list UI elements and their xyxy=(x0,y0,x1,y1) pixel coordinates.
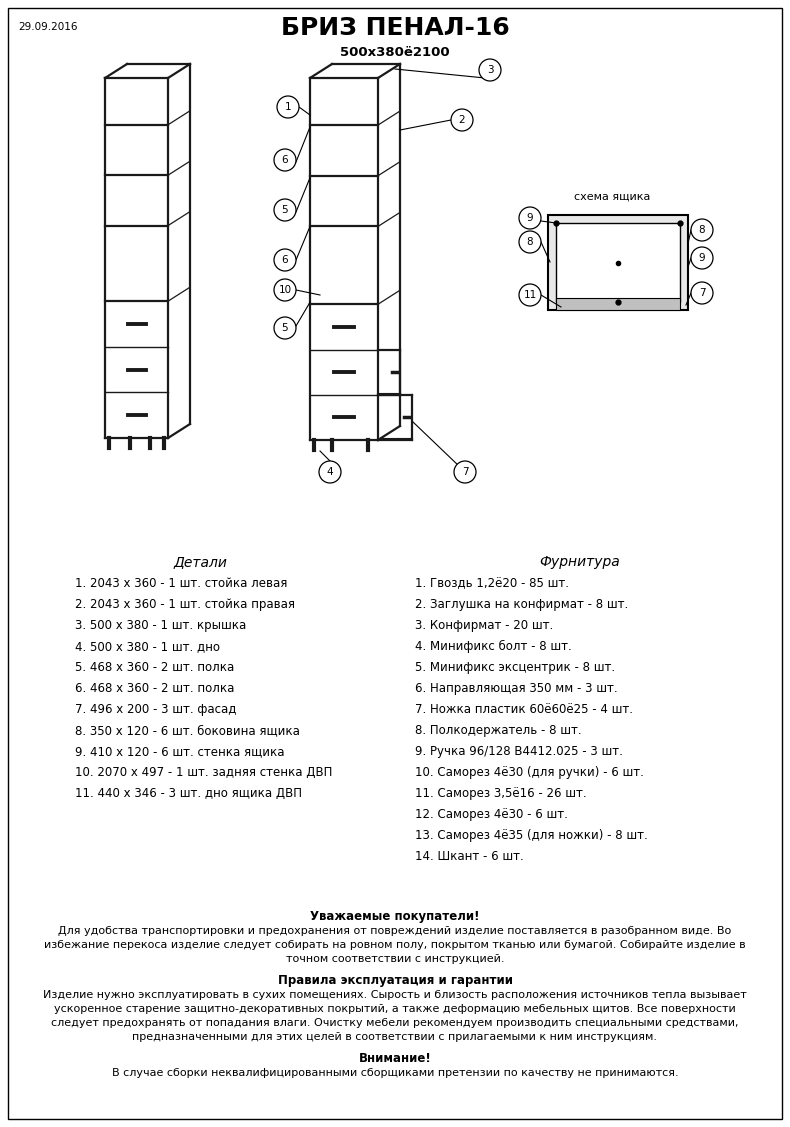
Text: 10. Саморез 4ё30 (для ручки) - 6 шт.: 10. Саморез 4ё30 (для ручки) - 6 шт. xyxy=(415,766,644,779)
Text: Изделие нужно эксплуатировать в сухих помещениях. Сырость и близость расположени: Изделие нужно эксплуатировать в сухих по… xyxy=(43,990,747,1000)
Text: 1: 1 xyxy=(284,103,292,112)
Circle shape xyxy=(691,282,713,304)
Circle shape xyxy=(451,109,473,131)
Text: точном соответствии с инструкцией.: точном соответствии с инструкцией. xyxy=(286,953,504,964)
Text: 7: 7 xyxy=(461,467,468,477)
Text: Правила эксплуатация и гарантии: Правила эксплуатация и гарантии xyxy=(277,974,513,987)
Text: 4: 4 xyxy=(327,467,333,477)
Text: 5: 5 xyxy=(282,323,288,332)
Text: 6: 6 xyxy=(282,156,288,165)
Text: схема ящика: схема ящика xyxy=(574,192,650,202)
Text: Фурнитура: Фурнитура xyxy=(540,554,620,569)
Bar xyxy=(548,215,688,310)
Text: 11. Саморез 3,5ё16 - 26 шт.: 11. Саморез 3,5ё16 - 26 шт. xyxy=(415,787,587,800)
Text: 7. Ножка пластик 60ё60ё25 - 4 шт.: 7. Ножка пластик 60ё60ё25 - 4 шт. xyxy=(415,703,633,716)
Text: 29.09.2016: 29.09.2016 xyxy=(18,23,77,32)
Text: 9: 9 xyxy=(698,252,705,263)
Text: 5. 468 х 360 - 2 шт. полка: 5. 468 х 360 - 2 шт. полка xyxy=(75,662,235,674)
Circle shape xyxy=(277,96,299,118)
Text: 14. Шкант - 6 шт.: 14. Шкант - 6 шт. xyxy=(415,850,524,863)
Text: Детали: Детали xyxy=(173,554,227,569)
Text: 6. 468 х 360 - 2 шт. полка: 6. 468 х 360 - 2 шт. полка xyxy=(75,682,235,695)
Text: 3: 3 xyxy=(487,65,493,76)
Text: Внимание!: Внимание! xyxy=(359,1051,431,1065)
Text: 3. Конфирмат - 20 шт.: 3. Конфирмат - 20 шт. xyxy=(415,619,553,632)
Text: избежание перекоса изделие следует собирать на ровном полу, покрытом тканью или : избежание перекоса изделие следует собир… xyxy=(44,940,746,950)
Text: 9: 9 xyxy=(527,213,533,223)
Text: 10: 10 xyxy=(278,285,292,295)
Text: 9. Ручка 96/128 В4412.025 - 3 шт.: 9. Ручка 96/128 В4412.025 - 3 шт. xyxy=(415,745,623,758)
Text: предназначенными для этих целей в соответствии с прилагаемыми к ним инструкциям.: предназначенными для этих целей в соотве… xyxy=(133,1032,657,1042)
Circle shape xyxy=(274,199,296,221)
Text: 8. Полкодержатель - 8 шт.: 8. Полкодержатель - 8 шт. xyxy=(415,724,581,737)
Text: Для удобства транспортировки и предохранения от повреждений изделие поставляется: Для удобства транспортировки и предохран… xyxy=(58,926,732,937)
Text: ускоренное старение защитно-декоративных покрытий, а также деформацию мебельных : ускоренное старение защитно-декоративных… xyxy=(55,1004,735,1014)
Text: 5. Минификс эксцентрик - 8 шт.: 5. Минификс эксцентрик - 8 шт. xyxy=(415,662,615,674)
Text: следует предохранять от попадания влаги. Очистку мебели рекомендуем производить : следует предохранять от попадания влаги.… xyxy=(51,1018,739,1028)
Text: 1. 2043 х 360 - 1 шт. стойка левая: 1. 2043 х 360 - 1 шт. стойка левая xyxy=(75,577,288,591)
Text: 10. 2070 х 497 - 1 шт. задняя стенка ДВП: 10. 2070 х 497 - 1 шт. задняя стенка ДВП xyxy=(75,766,333,779)
Bar xyxy=(556,223,680,302)
Circle shape xyxy=(519,207,541,229)
Text: 2: 2 xyxy=(459,115,465,125)
Text: 1. Гвоздь 1,2ё20 - 85 шт.: 1. Гвоздь 1,2ё20 - 85 шт. xyxy=(415,577,569,591)
Text: 500х380ё2100: 500х380ё2100 xyxy=(340,46,450,59)
Circle shape xyxy=(454,461,476,483)
Text: 4. Минификс болт - 8 шт.: 4. Минификс болт - 8 шт. xyxy=(415,640,572,653)
Text: 12. Саморез 4ё30 - 6 шт.: 12. Саморез 4ё30 - 6 шт. xyxy=(415,808,568,820)
Circle shape xyxy=(519,231,541,252)
Text: 2. 2043 х 360 - 1 шт. стойка правая: 2. 2043 х 360 - 1 шт. стойка правая xyxy=(75,598,295,611)
Circle shape xyxy=(691,247,713,269)
Text: 7: 7 xyxy=(698,289,705,298)
Text: 6. Направляющая 350 мм - 3 шт.: 6. Направляющая 350 мм - 3 шт. xyxy=(415,682,618,695)
Text: Уважаемые покупатели!: Уважаемые покупатели! xyxy=(310,909,480,923)
Text: 5: 5 xyxy=(282,205,288,215)
Circle shape xyxy=(479,59,501,81)
Circle shape xyxy=(519,284,541,307)
Text: 8. 350 х 120 - 6 шт. боковина ящика: 8. 350 х 120 - 6 шт. боковина ящика xyxy=(75,724,300,737)
Text: 4. 500 х 380 - 1 шт. дно: 4. 500 х 380 - 1 шт. дно xyxy=(75,640,220,653)
Text: 13. Саморез 4ё35 (для ножки) - 8 шт.: 13. Саморез 4ё35 (для ножки) - 8 шт. xyxy=(415,829,648,842)
Text: 8: 8 xyxy=(698,225,705,236)
Circle shape xyxy=(319,461,341,483)
Text: 2. Заглушка на конфирмат - 8 шт.: 2. Заглушка на конфирмат - 8 шт. xyxy=(415,598,628,611)
Text: В случае сборки неквалифицированными сборщиками претензии по качеству не принима: В случае сборки неквалифицированными сбо… xyxy=(111,1068,679,1079)
Text: 8: 8 xyxy=(527,237,533,247)
Text: 11. 440 х 346 - 3 шт. дно ящика ДВП: 11. 440 х 346 - 3 шт. дно ящика ДВП xyxy=(75,787,302,800)
Text: 9. 410 х 120 - 6 шт. стенка ящика: 9. 410 х 120 - 6 шт. стенка ящика xyxy=(75,745,284,758)
Text: 6: 6 xyxy=(282,255,288,265)
Circle shape xyxy=(274,149,296,171)
Circle shape xyxy=(691,219,713,241)
Text: 11: 11 xyxy=(523,290,536,300)
Circle shape xyxy=(274,279,296,301)
Circle shape xyxy=(274,317,296,339)
Text: БРИЗ ПЕНАЛ-16: БРИЗ ПЕНАЛ-16 xyxy=(280,16,510,39)
Circle shape xyxy=(274,249,296,270)
Text: 3. 500 х 380 - 1 шт. крышка: 3. 500 х 380 - 1 шт. крышка xyxy=(75,619,246,632)
Text: 7. 496 х 200 - 3 шт. фасад: 7. 496 х 200 - 3 шт. фасад xyxy=(75,703,236,716)
Bar xyxy=(556,298,680,310)
